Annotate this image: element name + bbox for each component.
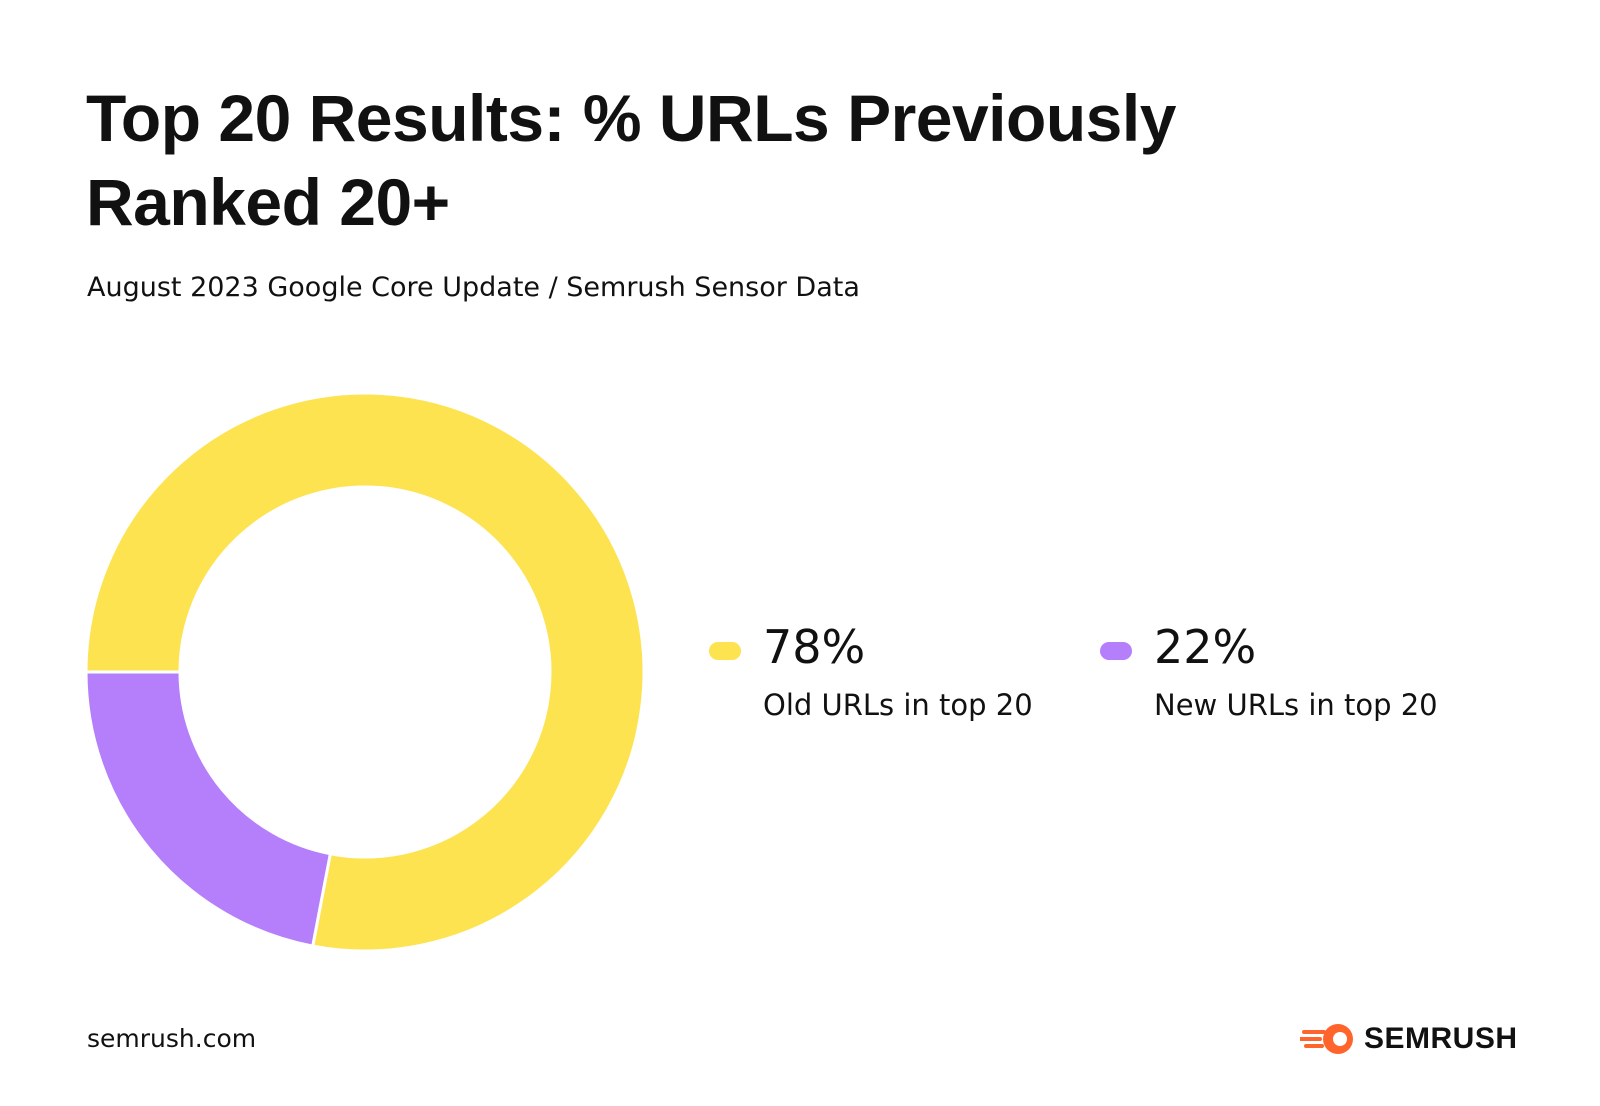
source: semrush.com bbox=[87, 1024, 257, 1053]
logo-icon bbox=[1300, 1024, 1353, 1054]
chart-subtitle: August 2023 Google Core Update / Semrush… bbox=[87, 272, 860, 303]
chart-title: Top 20 Results: % URLs Previously Ranked… bbox=[86, 81, 1176, 239]
legend-swatch bbox=[709, 642, 741, 660]
legend-value: 22% bbox=[1154, 620, 1257, 674]
legend-swatch bbox=[1100, 642, 1132, 660]
legend-label: Old URLs in top 20 bbox=[763, 688, 1033, 722]
brand-name: SEMRUSH bbox=[1364, 1022, 1518, 1055]
legend-label: New URLs in top 20 bbox=[1154, 688, 1438, 722]
donut-segment bbox=[84, 391, 646, 953]
donut-segment bbox=[84, 670, 333, 948]
brand-logo: SEMRUSH bbox=[1300, 1022, 1518, 1056]
legend-value: 78% bbox=[763, 620, 866, 674]
